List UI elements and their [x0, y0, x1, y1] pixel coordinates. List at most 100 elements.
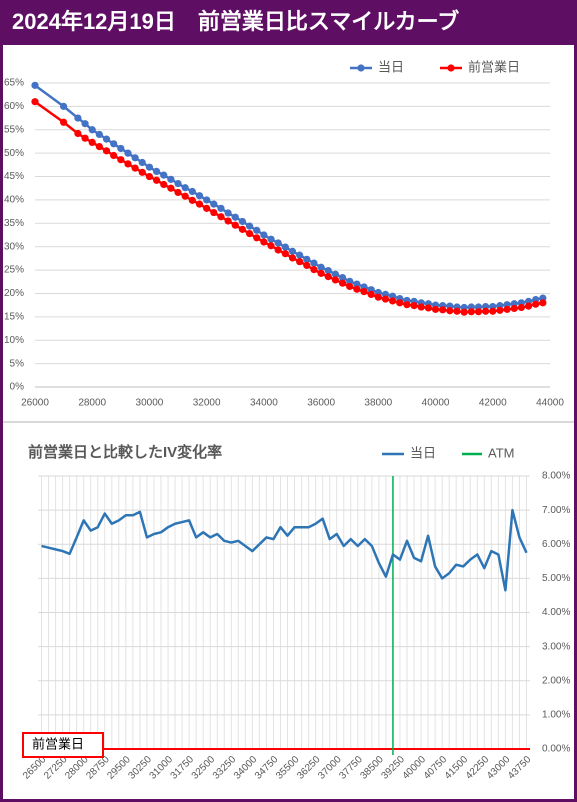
- point: [346, 282, 354, 291]
- point: [231, 221, 239, 229]
- point: [81, 120, 89, 128]
- point: [403, 301, 411, 309]
- point: [310, 266, 318, 274]
- point: [160, 180, 168, 189]
- y-tick-label: 3.00%: [542, 641, 570, 652]
- point: [203, 196, 211, 204]
- y-tick-label: 2.00%: [542, 675, 570, 686]
- point: [260, 231, 268, 239]
- point: [274, 239, 282, 247]
- x-tick-label: 36000: [307, 398, 335, 409]
- point: [74, 129, 82, 138]
- point: [331, 270, 340, 278]
- point: [360, 287, 368, 296]
- point: [517, 303, 525, 312]
- point: [482, 307, 490, 315]
- y-tick-label: 5.00%: [542, 573, 570, 584]
- header-title: 2024年12月19日 前営業日比スマイルカーブ: [12, 9, 459, 34]
- y-tick-label: 40%: [4, 195, 24, 206]
- point: [524, 302, 533, 310]
- point: [138, 158, 146, 167]
- y-tick-label: 0.00%: [542, 744, 570, 755]
- x-tick-label: 34000: [250, 398, 278, 409]
- point: [288, 254, 297, 262]
- point: [31, 81, 39, 89]
- y-tick-label: 7.00%: [542, 505, 570, 516]
- point: [453, 307, 461, 315]
- point: [210, 200, 218, 208]
- x-tick-label: 30000: [136, 398, 164, 409]
- x-tick-label: 44000: [536, 398, 564, 409]
- point: [310, 259, 318, 267]
- point: [324, 273, 332, 281]
- point: [117, 144, 125, 153]
- point: [253, 226, 261, 234]
- y-tick-label: 65%: [4, 78, 24, 89]
- point: [231, 213, 239, 221]
- point: [195, 200, 204, 208]
- point: [267, 242, 275, 250]
- point: [532, 300, 540, 308]
- point: [217, 213, 225, 221]
- point: [381, 295, 390, 303]
- point: [152, 167, 161, 175]
- point: [510, 304, 518, 313]
- legend-label: 当日: [378, 59, 404, 74]
- y-tick-label: 45%: [4, 171, 24, 182]
- point: [88, 126, 96, 134]
- point: [439, 306, 447, 314]
- point: [88, 138, 96, 146]
- y-tick-label: 30%: [4, 241, 24, 252]
- point: [181, 184, 189, 192]
- baseline-label-box: [22, 732, 104, 758]
- point: [117, 156, 125, 164]
- point: [410, 302, 418, 310]
- point: [474, 308, 483, 316]
- point: [353, 285, 361, 293]
- y-tick-label: 5%: [10, 358, 25, 369]
- point: [167, 175, 175, 183]
- point: [267, 235, 275, 243]
- point: [303, 261, 311, 269]
- point: [374, 293, 382, 301]
- point: [424, 304, 433, 312]
- point: [253, 234, 261, 242]
- point: [217, 204, 225, 212]
- y-tick-label: 50%: [4, 148, 24, 159]
- point: [281, 250, 289, 258]
- y-tick-label: 20%: [4, 288, 24, 299]
- point: [503, 305, 511, 313]
- point: [174, 179, 182, 188]
- point: [489, 307, 497, 315]
- point: [203, 204, 211, 212]
- y-tick-label: 0%: [10, 382, 25, 393]
- y-tick-label: 35%: [4, 218, 24, 229]
- point: [238, 225, 247, 233]
- point: [74, 114, 82, 122]
- point: [81, 134, 89, 142]
- series-line: [41, 508, 528, 592]
- point: [160, 171, 168, 179]
- y-tick-label: 8.00%: [542, 471, 570, 482]
- point: [110, 140, 118, 148]
- x-tick-label: 38000: [364, 398, 392, 409]
- point: [317, 263, 325, 271]
- point: [188, 187, 196, 196]
- point: [238, 217, 247, 226]
- point: [124, 160, 132, 168]
- y-tick-label: 6.00%: [542, 539, 570, 550]
- point: [245, 229, 254, 238]
- point: [124, 149, 132, 157]
- point: [95, 143, 103, 151]
- point: [317, 269, 325, 277]
- point: [131, 164, 139, 172]
- point: [145, 172, 154, 181]
- point: [496, 306, 504, 314]
- point: [281, 243, 289, 251]
- point: [181, 192, 189, 200]
- y-tick-label: 55%: [4, 124, 24, 135]
- point: [446, 307, 454, 315]
- point: [102, 135, 111, 143]
- point: [245, 222, 254, 230]
